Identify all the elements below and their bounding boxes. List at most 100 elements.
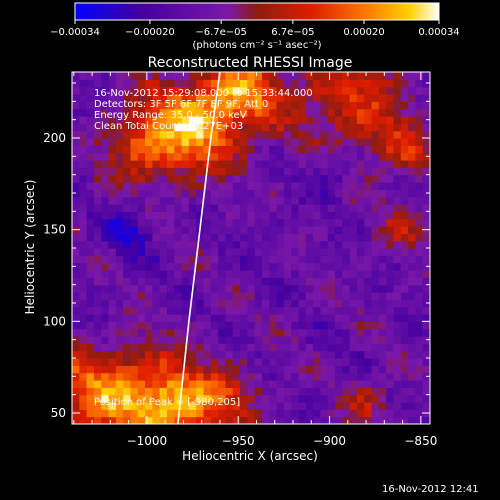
- heatmap-cell: [261, 306, 270, 315]
- heatmap-cell: [269, 160, 278, 168]
- heatmap-cell: [298, 262, 307, 271]
- heatmap-cell: [393, 306, 402, 315]
- heatmap-cell: [174, 116, 183, 124]
- heatmap-cell: [86, 160, 95, 168]
- heatmap-cell: [269, 314, 278, 322]
- heatmap-cell: [371, 108, 380, 117]
- heatmap-cell: [356, 277, 365, 286]
- heatmap-cell: [305, 108, 314, 117]
- heatmap-cell: [203, 387, 212, 396]
- heatmap-cell: [305, 292, 314, 300]
- heatmap-cell: [115, 123, 124, 132]
- heatmap-cell: [291, 306, 300, 315]
- heatmap-cell: [393, 262, 402, 271]
- heatmap-cell: [408, 350, 416, 359]
- heatmap-cell: [342, 365, 351, 374]
- heatmap-cell: [166, 306, 175, 315]
- heatmap-cell: [364, 380, 373, 388]
- heatmap-cell: [349, 72, 358, 80]
- heatmap-cell: [291, 196, 300, 205]
- heatmap-cell: [415, 240, 424, 249]
- heatmap-cell: [101, 204, 110, 212]
- heatmap-cell: [72, 350, 80, 359]
- heatmap-cell: [364, 101, 373, 110]
- heatmap-cell: [196, 321, 205, 330]
- heatmap-cell: [123, 189, 132, 198]
- heatmap-cell: [276, 343, 285, 352]
- heatmap-cell: [218, 211, 227, 220]
- heatmap-cell: [313, 79, 322, 88]
- heatmap-cell: [101, 72, 110, 80]
- heatmap-cell: [393, 196, 402, 205]
- heatmap-cell: [115, 402, 124, 410]
- heatmap-cell: [225, 255, 234, 264]
- colorbar-tick-label: 0.00034: [418, 27, 459, 38]
- heatmap-cell: [225, 152, 234, 161]
- heatmap-cell: [415, 94, 424, 102]
- heatmap-cell: [415, 182, 424, 190]
- heatmap-cell: [218, 358, 227, 366]
- heatmap-cell: [152, 79, 161, 88]
- heatmap-cell: [349, 123, 358, 132]
- heatmap-cell: [196, 292, 205, 300]
- heatmap-cell: [79, 145, 88, 154]
- heatmap-cell: [247, 248, 256, 256]
- heatmap-cell: [305, 196, 314, 205]
- heatmap-cell: [371, 211, 380, 220]
- colorbar-units: (photons cm⁻² s⁻¹ asec⁻²): [192, 40, 321, 51]
- heatmap-cell: [166, 116, 175, 124]
- heatmap-cell: [166, 416, 175, 424]
- heatmap-cell: [79, 292, 88, 300]
- heatmap-cell: [247, 218, 256, 227]
- heatmap-cell: [159, 130, 168, 139]
- heatmap-cell: [298, 116, 307, 124]
- heatmap-cell: [210, 394, 219, 403]
- heatmap-cell: [422, 365, 430, 374]
- heatmap-cell: [327, 160, 336, 168]
- heatmap-cell: [137, 94, 146, 102]
- heatmap-cell: [349, 94, 358, 102]
- heatmap-cell: [174, 182, 183, 190]
- heatmap-cell: [181, 130, 190, 139]
- heatmap-cell: [225, 343, 234, 352]
- heatmap-cell: [93, 218, 102, 227]
- heatmap-cell: [393, 152, 402, 161]
- heatmap-cell: [174, 167, 183, 176]
- heatmap-cell: [422, 380, 430, 388]
- heatmap-cell: [364, 196, 373, 205]
- heatmap-cell: [298, 160, 307, 168]
- heatmap-cell: [335, 72, 343, 80]
- heatmap-cell: [269, 380, 278, 388]
- heatmap-cell: [166, 321, 175, 330]
- heatmap-cell: [349, 328, 358, 337]
- heatmap-cell: [386, 204, 395, 212]
- heatmap-cell: [181, 138, 190, 146]
- heatmap-cell: [356, 79, 365, 88]
- heatmap-cell: [210, 328, 219, 337]
- heatmap-cell: [254, 343, 263, 352]
- heatmap-cell: [174, 328, 183, 337]
- heatmap-cell: [115, 204, 124, 212]
- heatmap-cell: [145, 182, 153, 190]
- heatmap-cell: [93, 233, 102, 242]
- heatmap-cell: [123, 358, 132, 366]
- heatmap-cell: [320, 182, 329, 190]
- heatmap-cell: [181, 233, 190, 242]
- heatmap-cell: [188, 174, 197, 183]
- heatmap-cell: [93, 130, 102, 139]
- heatmap-cell: [240, 299, 248, 308]
- heatmap-cell: [137, 101, 146, 110]
- heatmap-cell: [335, 152, 343, 161]
- heatmap-cell: [393, 72, 402, 80]
- heatmap-cell: [101, 262, 110, 271]
- heatmap-cell: [386, 94, 395, 102]
- heatmap-cell: [254, 328, 263, 337]
- heatmap-cell: [79, 262, 88, 271]
- heatmap-cell: [276, 262, 285, 271]
- heatmap-cell: [93, 152, 102, 161]
- heatmap-cell: [305, 138, 314, 146]
- heatmap-cell: [166, 248, 175, 256]
- heatmap-cell: [261, 343, 270, 352]
- heatmap-cell: [181, 365, 190, 374]
- heatmap-cell: [408, 226, 416, 234]
